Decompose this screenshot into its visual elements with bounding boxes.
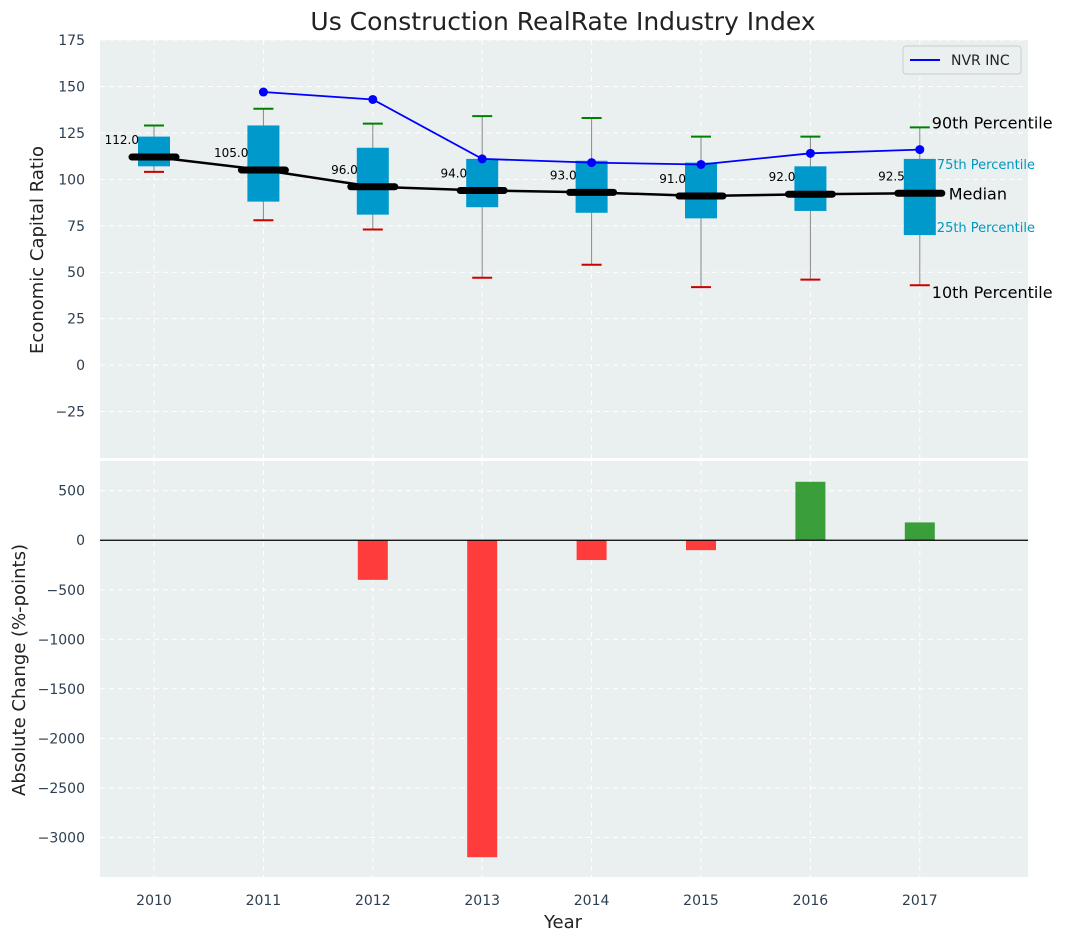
p75-annotation: 75th Percentile: [937, 158, 1035, 173]
iqr-box: [247, 125, 280, 202]
top-y-tick-label: 0: [76, 358, 85, 374]
nvr-point: [915, 145, 925, 155]
nvr-point: [696, 159, 706, 169]
box-plot-panel: −25 0 25 50 75 100 125 150 175 112.0 105.0 96.0 94.…: [27, 33, 1053, 458]
x-tick-label: 2012: [355, 893, 391, 909]
p90-annotation: 90th Percentile: [932, 113, 1053, 132]
bottom-y-tick-label: 500: [58, 484, 85, 500]
legend-label-nvr: NVR INC: [951, 53, 1010, 69]
x-tick-label: 2013: [464, 893, 500, 909]
change-bar: [576, 540, 607, 561]
bottom-plot-background: [100, 461, 1028, 877]
p10-annotation: 10th Percentile: [932, 283, 1053, 302]
median-annotation: Median: [949, 184, 1007, 203]
bottom-y-tick-label: −500: [47, 583, 85, 599]
x-tick-label: 2017: [902, 893, 938, 909]
top-y-tick-label: 100: [58, 172, 85, 188]
x-axis-label: Year: [543, 912, 583, 933]
nvr-point: [587, 158, 597, 168]
x-tick-label: 2016: [793, 893, 829, 909]
bottom-y-tick-label: 0: [76, 533, 85, 549]
iqr-box: [685, 162, 717, 219]
bottom-y-tick-label: −2500: [38, 781, 85, 797]
top-y-tick-label: −25: [55, 405, 85, 421]
nvr-point: [805, 148, 815, 158]
median-value-label: 112.0: [105, 133, 139, 147]
legend: NVR INC: [902, 45, 1022, 75]
top-y-tick-label: 25: [67, 312, 85, 328]
median-value-label: 93.0: [550, 168, 577, 182]
top-y-tick-label: 50: [67, 265, 85, 281]
nvr-point: [368, 94, 378, 104]
bottom-y-tick-label: −1500: [38, 682, 85, 698]
bottom-y-tick-label: −3000: [38, 830, 85, 846]
median-value-label: 91.0: [659, 172, 686, 186]
median-value-label: 92.0: [769, 170, 796, 184]
top-y-tick-label: 75: [67, 219, 85, 235]
top-y-tick-label: 150: [58, 79, 85, 95]
iqr-box: [794, 166, 827, 211]
bottom-y-tick-label: −2000: [38, 731, 85, 747]
change-bar: [795, 481, 826, 541]
nvr-point: [258, 87, 268, 97]
x-tick-label: 2010: [136, 893, 172, 909]
x-tick-label: 2014: [574, 893, 610, 909]
top-y-ticks: −25 0 25 50 75 100 125 150 175: [55, 33, 85, 421]
change-bar: [467, 540, 498, 858]
iqr-box: [575, 160, 608, 213]
x-tick-label: 2011: [246, 893, 282, 909]
x-ticks: 2010 2011 2012 2013 2014 2015 2016 2017: [136, 893, 937, 909]
bottom-y-tick-label: −1000: [38, 632, 85, 648]
iqr-box: [466, 158, 499, 208]
change-bar: [686, 540, 716, 551]
median-value-label: 94.0: [440, 166, 467, 180]
percentile-annotations: 90th Percentile 75th Percentile Median 25th…: [932, 113, 1053, 302]
company-series: [258, 87, 925, 169]
nvr-point: [477, 154, 487, 164]
iqr-box: [356, 147, 389, 215]
iqr-box: [138, 136, 170, 167]
legend-box: [902, 45, 1022, 75]
top-y-axis-label: Economic Capital Ratio: [27, 146, 48, 354]
chart-title: Us Construction RealRate Industry Index: [310, 7, 815, 36]
iqr-box: [903, 158, 936, 236]
bottom-y-axis-label: Absolute Change (%-points): [9, 544, 30, 796]
top-plot-background: [100, 40, 1028, 458]
top-y-tick-label: 125: [58, 126, 85, 142]
change-bar: [357, 540, 388, 580]
bottom-y-ticks: −3000 −2500 −2000 −1500 −1000 −500 0 500: [38, 484, 85, 847]
top-y-tick-label: 175: [58, 33, 85, 49]
x-tick-label: 2015: [683, 893, 719, 909]
median-value-label: 96.0: [331, 163, 358, 177]
change-bar: [904, 522, 935, 541]
p25-annotation: 25th Percentile: [937, 221, 1035, 236]
median-value-label: 105.0: [214, 146, 248, 160]
median-value-label: 92.5: [878, 169, 905, 183]
change-bars: [100, 481, 1028, 858]
